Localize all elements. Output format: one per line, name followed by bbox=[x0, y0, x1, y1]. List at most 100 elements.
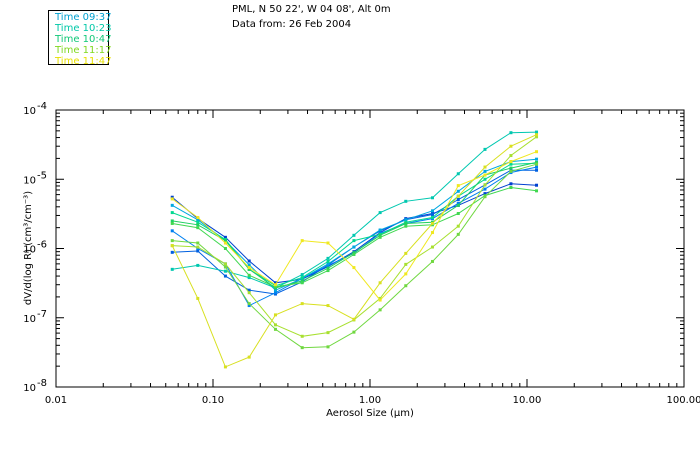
series-point-8 bbox=[223, 265, 227, 269]
series-point-4 bbox=[404, 199, 408, 203]
series-point-6 bbox=[535, 160, 539, 164]
series-point-10 bbox=[300, 302, 304, 306]
series-point-3 bbox=[456, 189, 460, 193]
series-point-6 bbox=[300, 279, 304, 283]
series-point-9 bbox=[273, 323, 277, 327]
series-point-11 bbox=[273, 283, 277, 287]
series-point-11 bbox=[535, 150, 539, 154]
series-point-6 bbox=[352, 251, 356, 255]
series-point-5 bbox=[509, 162, 513, 166]
series-point-11 bbox=[300, 239, 304, 243]
series-point-6 bbox=[404, 221, 408, 225]
series-point-11 bbox=[326, 241, 330, 245]
series-point-6 bbox=[196, 223, 200, 227]
series-point-10 bbox=[326, 304, 330, 308]
series-point-11 bbox=[509, 160, 513, 164]
series-point-8 bbox=[456, 232, 460, 236]
series-point-9 bbox=[378, 296, 382, 300]
series-point-0 bbox=[247, 259, 251, 263]
series-point-3 bbox=[483, 169, 487, 173]
series-point-2 bbox=[247, 304, 251, 308]
series-point-10 bbox=[273, 313, 277, 317]
y-tick-exponent: -6 bbox=[37, 240, 47, 251]
series-point-1 bbox=[223, 274, 227, 278]
series-point-7 bbox=[247, 273, 251, 277]
legend-item-1117: Time 11:17 bbox=[55, 45, 112, 56]
series-point-1 bbox=[170, 250, 174, 254]
series-point-3 bbox=[170, 203, 174, 207]
series-point-4 bbox=[326, 256, 330, 260]
series-point-3 bbox=[404, 218, 408, 222]
series-point-7 bbox=[352, 252, 356, 256]
series-point-10 bbox=[430, 221, 434, 225]
series-point-10 bbox=[535, 133, 539, 137]
series-point-7 bbox=[509, 186, 513, 190]
series-point-8 bbox=[300, 346, 304, 350]
series-point-4 bbox=[352, 233, 356, 237]
y-tick-exponent: -4 bbox=[37, 101, 47, 112]
series-point-7 bbox=[535, 189, 539, 193]
series-point-1 bbox=[535, 168, 539, 172]
series-point-1 bbox=[456, 198, 460, 202]
series-point-8 bbox=[352, 330, 356, 334]
legend-item-1047: Time 10:47 bbox=[55, 34, 112, 45]
series-point-1 bbox=[196, 249, 200, 253]
x-tick-label: 1.00 bbox=[359, 395, 381, 406]
series-point-10 bbox=[509, 144, 513, 148]
series-point-4 bbox=[483, 147, 487, 151]
x-tick-label: 100.00 bbox=[667, 395, 700, 406]
series-point-1 bbox=[430, 212, 434, 216]
series-point-11 bbox=[483, 173, 487, 177]
series-point-8 bbox=[509, 169, 513, 173]
series-point-5 bbox=[430, 216, 434, 220]
series-point-7 bbox=[404, 224, 408, 228]
series-point-8 bbox=[196, 241, 200, 245]
chart-subtitle: Data from: 26 Feb 2004 bbox=[232, 19, 352, 30]
series-point-10 bbox=[196, 296, 200, 300]
series-point-5 bbox=[326, 259, 330, 263]
series-point-3 bbox=[430, 209, 434, 213]
y-tick-label: 10 bbox=[23, 245, 36, 256]
legend: Time 09:37 Time 10:23 Time 10:47 Time 11… bbox=[48, 10, 112, 67]
series-point-11 bbox=[247, 266, 251, 270]
series-point-10 bbox=[170, 244, 174, 248]
series-point-10 bbox=[378, 281, 382, 285]
series-point-3 bbox=[378, 228, 382, 232]
series-point-10 bbox=[456, 194, 460, 198]
series-point-2 bbox=[456, 201, 460, 205]
series-point-3 bbox=[535, 157, 539, 161]
series-point-10 bbox=[483, 165, 487, 169]
series-point-6 bbox=[223, 239, 227, 243]
series-point-6 bbox=[326, 266, 330, 270]
series-point-3 bbox=[352, 245, 356, 249]
series-point-8 bbox=[378, 308, 382, 312]
series-point-7 bbox=[273, 285, 277, 289]
series-point-11 bbox=[404, 272, 408, 276]
series-point-10 bbox=[404, 251, 408, 255]
series-point-3 bbox=[273, 288, 277, 292]
series-point-9 bbox=[196, 245, 200, 249]
series-point-5 bbox=[352, 239, 356, 243]
series-point-8 bbox=[247, 302, 251, 306]
series-point-5 bbox=[300, 276, 304, 280]
series-point-4 bbox=[223, 269, 227, 273]
series-point-4 bbox=[196, 263, 200, 267]
series-point-8 bbox=[326, 345, 330, 349]
series-point-0 bbox=[509, 182, 513, 186]
legend-item-1023: Time 10:23 bbox=[55, 23, 112, 34]
y-tick-exponent: -8 bbox=[37, 378, 47, 389]
series-point-4 bbox=[509, 131, 513, 135]
series-point-2 bbox=[535, 165, 539, 169]
series-point-8 bbox=[483, 195, 487, 199]
series-point-6 bbox=[378, 233, 382, 237]
x-tick-label: 0.10 bbox=[202, 395, 224, 406]
series-point-6 bbox=[170, 219, 174, 223]
series-point-11 bbox=[378, 298, 382, 302]
series-point-4 bbox=[430, 196, 434, 200]
series-point-11 bbox=[430, 231, 434, 235]
y-tick-exponent: -5 bbox=[37, 170, 47, 181]
y-tick-label: 10 bbox=[23, 314, 36, 325]
series-point-2 bbox=[273, 291, 277, 295]
series-point-3 bbox=[326, 262, 330, 266]
